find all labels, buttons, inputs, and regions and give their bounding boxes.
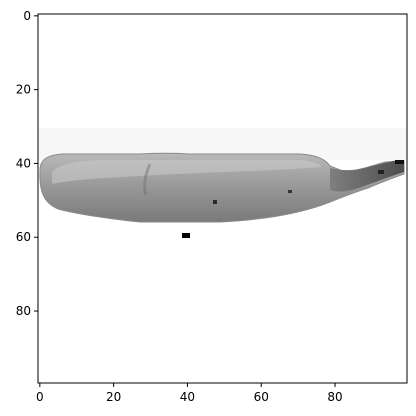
x-tick-label: 80 [327, 390, 342, 404]
x-axis: 0 20 40 60 80 [36, 383, 343, 404]
axes-frame [37, 13, 408, 384]
banana-image [38, 128, 407, 238]
x-tick-label: 20 [106, 390, 121, 404]
x-tick-label: 0 [36, 390, 44, 404]
x-tick-label: 60 [254, 390, 269, 404]
y-tick-label: 20 [16, 83, 31, 97]
y-axis: 0 20 40 60 80 [16, 9, 38, 318]
y-tick-label: 80 [16, 304, 31, 318]
y-tick-label: 40 [16, 156, 31, 170]
y-tick-label: 0 [23, 9, 31, 23]
banana-stem [330, 160, 404, 192]
x-tick-label: 40 [180, 390, 195, 404]
y-tick-label: 60 [16, 230, 31, 244]
